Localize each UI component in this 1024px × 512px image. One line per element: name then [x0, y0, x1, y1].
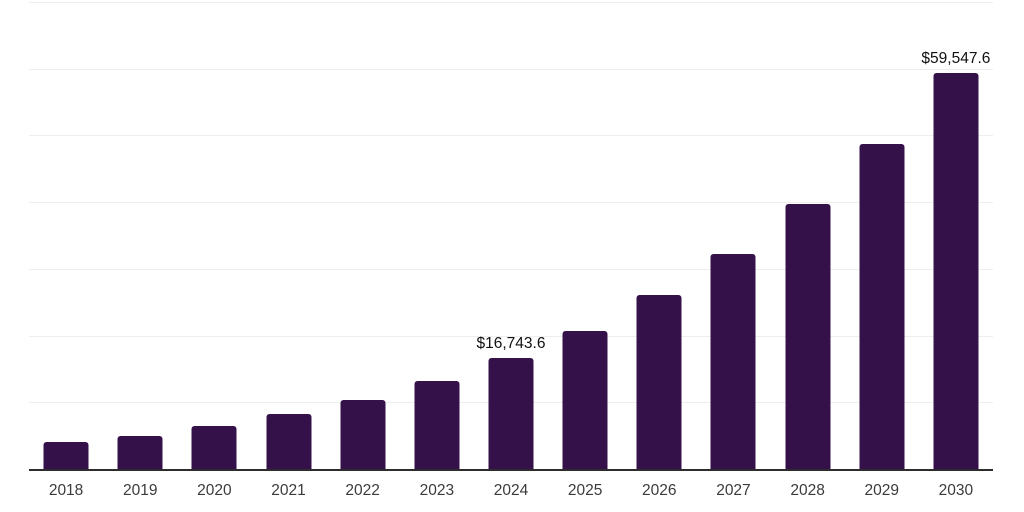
- bar-group-2022: 2022: [326, 3, 400, 499]
- x-tick-label-2021: 2021: [271, 482, 306, 499]
- x-tick-label-2025: 2025: [567, 482, 603, 499]
- gridline-70000: [29, 2, 993, 3]
- x-tick-label-2030: 2030: [938, 482, 974, 499]
- gridline-50000: [29, 135, 993, 137]
- x-tick-label-2028: 2028: [790, 482, 825, 499]
- gridline-30000: [29, 268, 993, 270]
- bar-2023: [414, 380, 460, 470]
- bar-2025: [562, 330, 608, 470]
- x-tick-label-2019: 2019: [122, 482, 158, 499]
- bar-2022: [340, 399, 386, 470]
- x-tick-label-2023: 2023: [419, 482, 455, 499]
- bar-group-2023: 2023: [400, 3, 474, 499]
- bar-2030: [933, 72, 979, 470]
- x-axis-line: [29, 469, 993, 471]
- bar-group-2026: 2026: [622, 3, 696, 499]
- x-tick-label-2018: 2018: [48, 482, 84, 499]
- bar-group-2020: 2020: [177, 3, 251, 499]
- bar-2029: [859, 143, 905, 470]
- bar-group-2019: 2019: [103, 3, 177, 499]
- bar-group-2029: 2029: [845, 3, 919, 499]
- bar-group-2021: 2021: [251, 3, 325, 499]
- gridline-20000: [29, 335, 993, 337]
- gridline-60000: [29, 68, 993, 70]
- x-tick-label-2024: 2024: [493, 482, 529, 499]
- x-tick-label-2020: 2020: [197, 482, 232, 499]
- x-tick-label-2029: 2029: [864, 482, 899, 499]
- bar-2018: [43, 441, 89, 470]
- value-label-2030: $59,547.6: [921, 49, 991, 67]
- value-label-2024: $16,743.6: [476, 335, 546, 353]
- bar-2027: [710, 253, 756, 470]
- plot-area: 2018 2019 2020 2021 2022 2023 $16,743.6 2024 202…: [29, 2, 993, 499]
- bar-group-2024: $16,743.6 2024: [474, 3, 548, 498]
- bar-2026: [636, 295, 682, 470]
- x-tick-label-2022: 2022: [345, 482, 380, 499]
- bar-group-2027: 2027: [696, 3, 770, 499]
- bar-2028: [785, 203, 831, 470]
- bar-2024: [488, 358, 534, 470]
- gridline-40000: [29, 202, 993, 204]
- bar-2021: [266, 414, 312, 470]
- bar-group-2028: 2028: [771, 3, 845, 499]
- x-tick-label-2026: 2026: [642, 482, 677, 499]
- bar-group-2025: 2025: [548, 3, 622, 499]
- bar-group-2030: $59,547.6 2030: [919, 3, 993, 499]
- bar-2019: [117, 436, 163, 470]
- x-tick-label-2027: 2027: [716, 482, 751, 499]
- bar-2020: [191, 425, 237, 470]
- bar-group-2018: 2018: [29, 3, 103, 499]
